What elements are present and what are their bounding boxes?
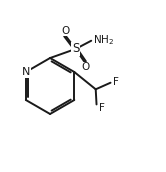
Text: F: F (99, 103, 105, 113)
Text: NH$_2$: NH$_2$ (93, 33, 114, 47)
Text: O: O (81, 62, 90, 72)
Text: N: N (22, 67, 30, 77)
Text: O: O (61, 26, 70, 36)
Text: S: S (72, 42, 79, 55)
Text: F: F (113, 77, 119, 87)
